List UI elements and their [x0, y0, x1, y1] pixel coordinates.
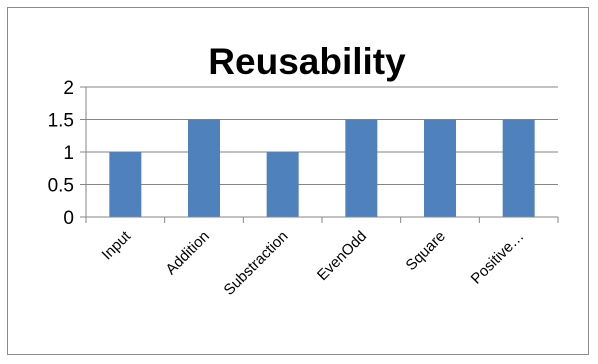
bar: [266, 152, 299, 217]
bar: [109, 152, 142, 217]
y-tick-labels: 0 0.5 1 1.5 2: [48, 78, 74, 229]
x-tick-label: Substraction: [221, 228, 292, 299]
x-tick-label: Input: [99, 227, 135, 263]
bar: [188, 119, 220, 217]
chart-frame: Reusability 0 0.5 1 1.5 2 Input Addition Subst…: [7, 7, 589, 355]
y-tick-label: 1.5: [48, 111, 74, 132]
x-tick-label: EvenOdd: [314, 228, 370, 284]
bars: [109, 119, 535, 217]
y-tick-label: 2: [63, 78, 74, 99]
y-tick-label: 1: [63, 143, 74, 164]
bar: [424, 119, 456, 217]
x-tick-label: Square: [403, 228, 449, 274]
axes: [80, 86, 559, 223]
chart-title: Reusability: [208, 41, 406, 82]
chart-svg: Reusability 0 0.5 1 1.5 2 Input Addition Subst…: [48, 41, 559, 299]
y-tick-label: 0: [63, 208, 74, 229]
x-tick-label: Addition: [162, 228, 212, 278]
x-tick-labels: Input Addition Substraction EvenOdd Square Po…: [99, 227, 528, 299]
bar: [345, 119, 378, 217]
bar: [502, 119, 535, 217]
y-tick-label: 0.5: [48, 176, 74, 197]
gridlines: [86, 86, 558, 185]
x-tick-label: Positive…: [468, 228, 528, 288]
